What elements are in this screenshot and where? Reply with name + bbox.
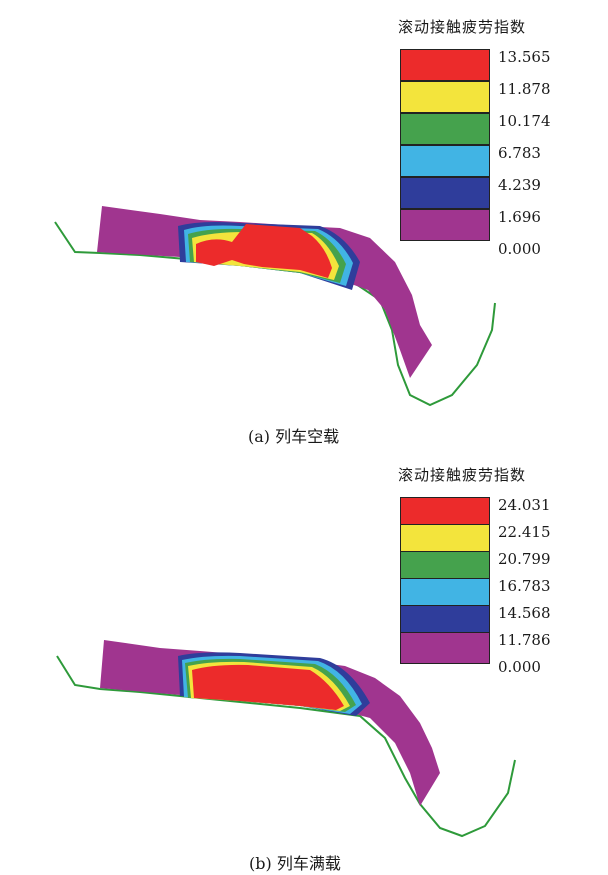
legend-tick: 1.696 xyxy=(498,208,541,226)
legend-tick: 4.239 xyxy=(498,176,541,194)
legend-swatch xyxy=(400,632,490,664)
legend-tick: 11.786 xyxy=(498,631,551,649)
legend-title: 滚动接触疲劳指数 xyxy=(398,18,527,36)
panel-b: 滚动接触疲劳指数 24.031 22.415 20.799 16.783 14.… xyxy=(0,448,608,875)
legend-tick: 0.000 xyxy=(498,658,541,676)
legend-b: 滚动接触疲劳指数 24.031 22.415 20.799 16.783 14.… xyxy=(398,464,600,704)
legend-swatch xyxy=(400,209,490,241)
legend-tick: 13.565 xyxy=(498,48,551,66)
legend-tick: 24.031 xyxy=(498,496,551,514)
legend-tick: 11.878 xyxy=(498,80,551,98)
legend-swatch xyxy=(400,113,490,145)
contour-plot-a xyxy=(54,206,496,407)
legend-swatch xyxy=(400,81,490,113)
red-core-a xyxy=(196,224,332,278)
legend-swatch xyxy=(400,145,490,177)
legend-tick: 14.568 xyxy=(498,604,551,622)
legend-title: 滚动接触疲劳指数 xyxy=(398,466,527,484)
rail-outline-b xyxy=(56,655,516,838)
legend-tick: 20.799 xyxy=(498,550,551,568)
red-core-b xyxy=(192,664,344,710)
legend-swatch xyxy=(400,177,490,209)
legend-tick: 22.415 xyxy=(498,523,551,541)
legend-a: 滚动接触疲劳指数 13.565 11.878 10.174 6.783 4.23… xyxy=(398,16,600,258)
legend-tick: 16.783 xyxy=(498,577,551,595)
contour-plot-b xyxy=(56,640,516,838)
panel-a: 滚动接触疲劳指数 13.565 11.878 10.174 6.783 4.23… xyxy=(54,16,600,446)
legend-swatch xyxy=(400,49,490,81)
legend-tick: 6.783 xyxy=(498,144,541,162)
caption-b: (b) 列车满载 xyxy=(249,854,341,873)
legend-swatch xyxy=(400,524,490,556)
caption-a: (a) 列车空载 xyxy=(248,427,340,446)
legend-tick: 10.174 xyxy=(498,112,551,130)
legend-tick: 0.000 xyxy=(498,240,541,258)
rail-outline-a xyxy=(54,221,496,407)
